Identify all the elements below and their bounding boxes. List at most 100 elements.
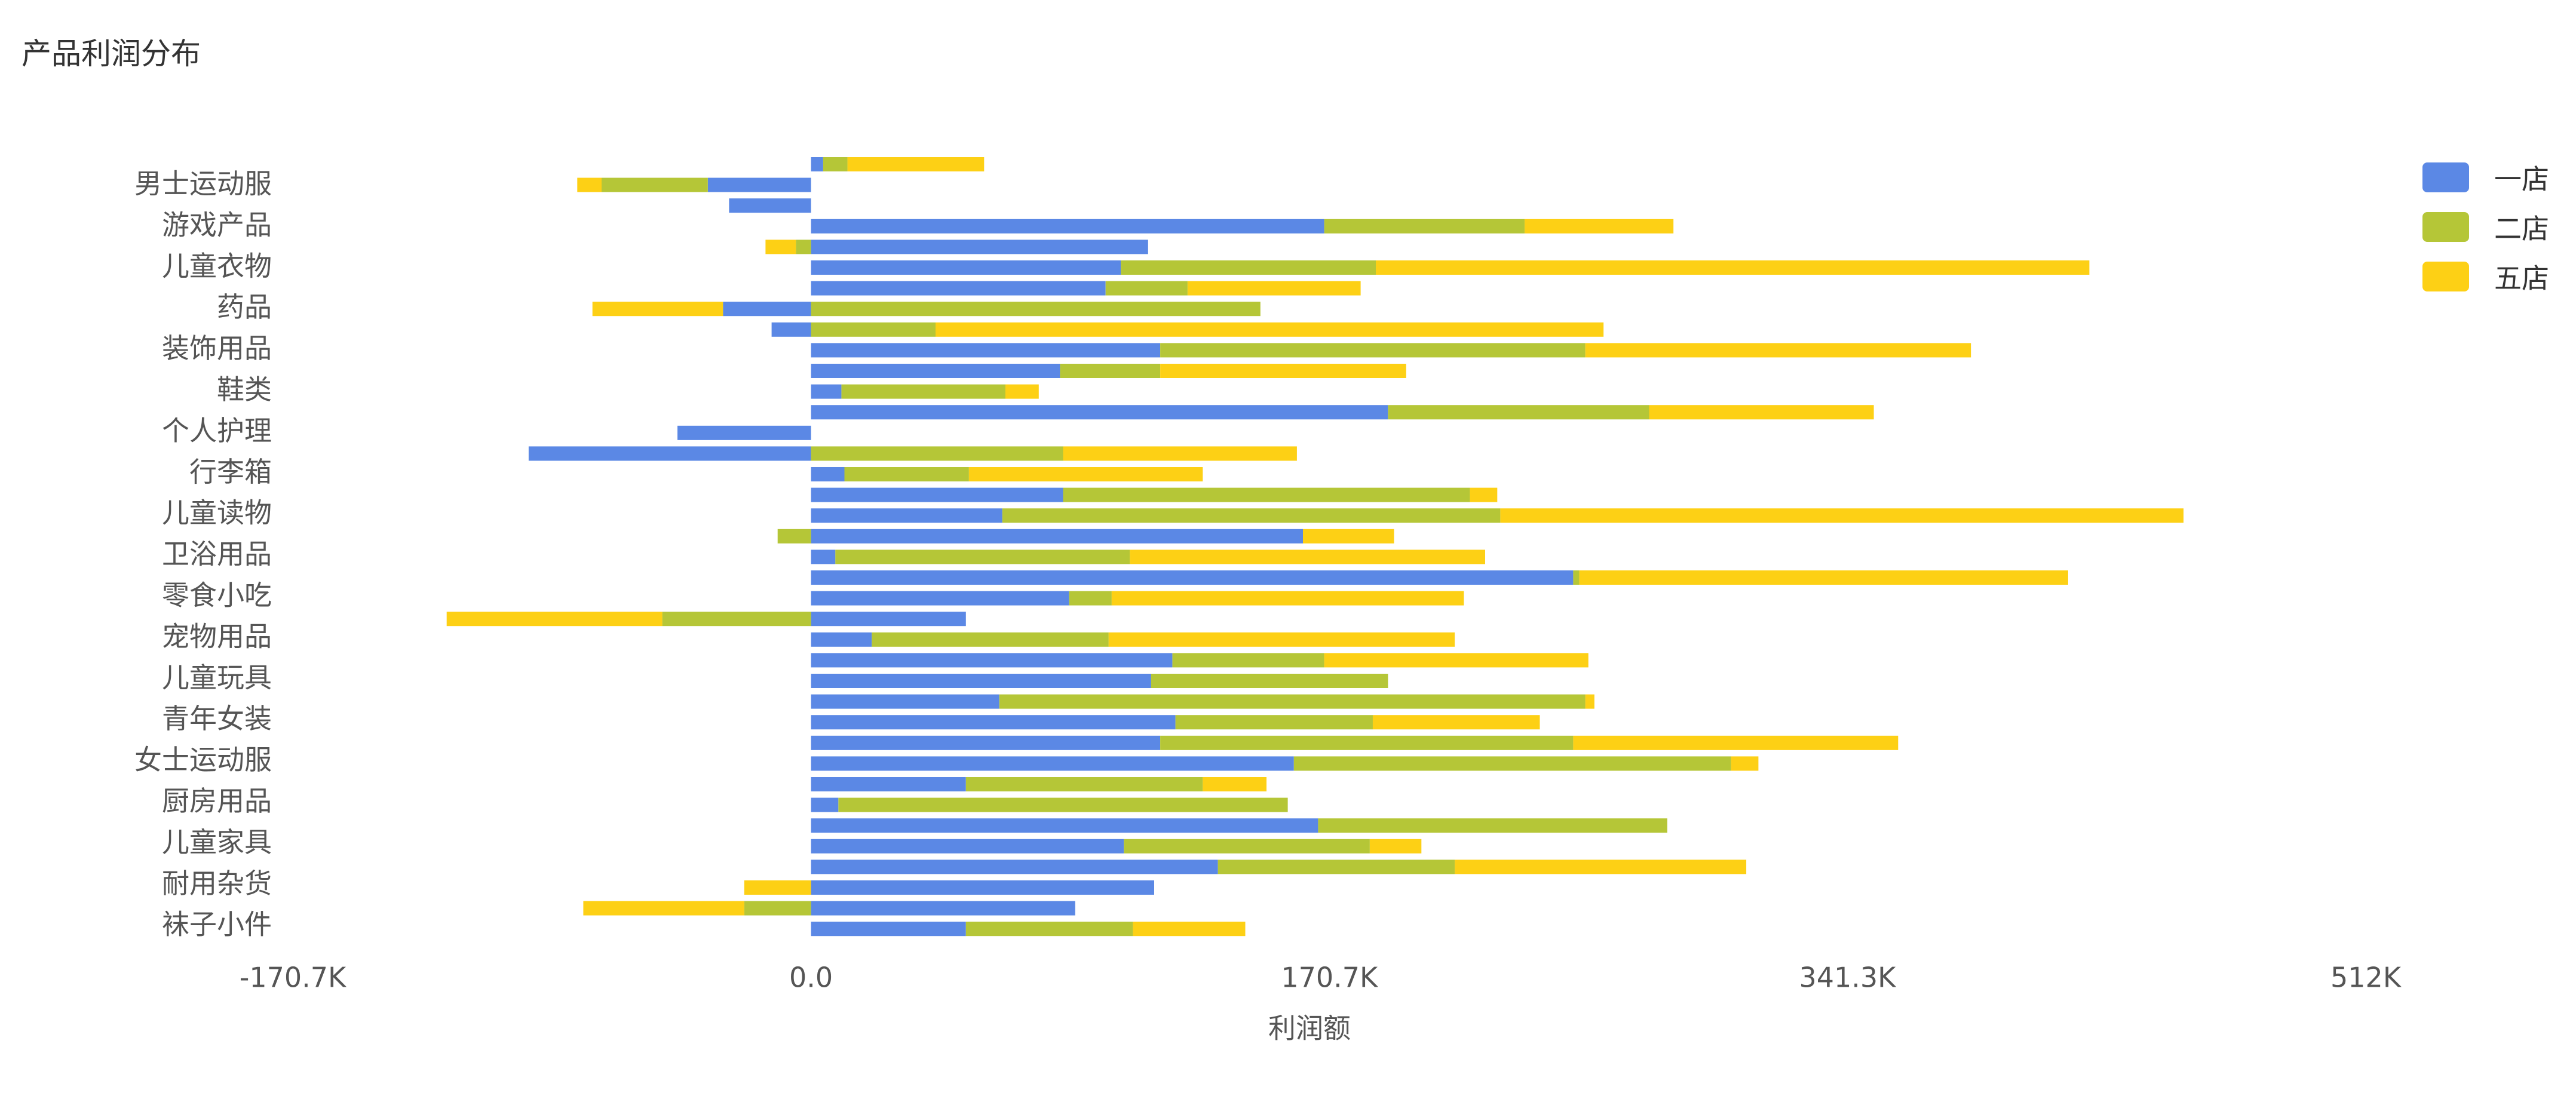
- bar-二店-7: [811, 302, 1261, 317]
- bar-二店-30: [965, 777, 1203, 791]
- bar-二店-15: [844, 467, 969, 481]
- bar-一店-21: [811, 591, 1069, 606]
- x-tick-label: 170.7K: [1281, 962, 1379, 994]
- bar-一店-24: [811, 653, 1173, 668]
- bar-五店-17: [1500, 508, 2184, 523]
- bar-五店-16: [1470, 487, 1498, 502]
- bar-二店-32: [1318, 818, 1667, 833]
- bar-一店-16: [811, 487, 1063, 502]
- bar-一店-14: [528, 446, 811, 461]
- bar-五店-37: [1133, 922, 1246, 937]
- y-tick-label: 游戏产品: [162, 208, 272, 241]
- bar-一店-35: [811, 880, 1154, 895]
- bar-一店-11: [811, 384, 842, 399]
- y-tick-label: 女士运动服: [134, 744, 272, 776]
- bar-五店-6: [1187, 281, 1361, 296]
- bar-一店-25: [811, 674, 1151, 688]
- bar-一店-5: [811, 260, 1121, 275]
- bar-一店-12: [811, 405, 1388, 420]
- bar-一店-29: [811, 756, 1294, 771]
- bar-二店-23: [872, 632, 1109, 647]
- bar-五店-33: [1369, 839, 1422, 854]
- bar-五店-7: [592, 302, 723, 317]
- bar-五店-15: [968, 467, 1203, 481]
- bar-一店-8: [771, 322, 811, 337]
- y-tick-label: 行李箱: [189, 456, 272, 488]
- bar-二店-4: [796, 240, 811, 254]
- legend-item[interactable]: 五店: [2422, 260, 2549, 294]
- bar-一店-27: [811, 715, 1176, 730]
- legend-item[interactable]: 一店: [2422, 161, 2549, 195]
- bar-一店-19: [811, 550, 836, 564]
- y-tick-label: 卫浴用品: [162, 538, 272, 570]
- y-axis-labels: 男士运动服游戏产品儿童衣物药品装饰用品鞋类个人护理行李箱儿童读物卫浴用品零食小吃…: [134, 168, 272, 941]
- bar-二店-31: [838, 797, 1288, 812]
- bar-二店-10: [1060, 364, 1161, 378]
- bar-一店-13: [677, 425, 811, 440]
- bar-五店-1: [577, 177, 602, 192]
- bar-一店-22: [811, 612, 966, 627]
- bar-二店-11: [841, 384, 1005, 399]
- y-tick-label: 个人护理: [162, 415, 272, 447]
- legend-label: 一店: [2494, 163, 2549, 195]
- legend-swatch: [2422, 162, 2469, 192]
- bar-二店-6: [1105, 281, 1188, 296]
- bar-一店-6: [811, 281, 1106, 296]
- bar-五店-24: [1324, 653, 1588, 668]
- y-tick-label: 装饰用品: [162, 332, 272, 364]
- bar-二店-27: [1175, 715, 1373, 730]
- bar-一店-26: [811, 694, 999, 709]
- legend-label: 二店: [2494, 213, 2549, 245]
- bar-二店-24: [1172, 653, 1324, 668]
- bar-五店-9: [1585, 343, 1971, 358]
- bar-一店-33: [811, 839, 1124, 854]
- bar-五店-5: [1376, 260, 2090, 275]
- bar-二店-17: [1002, 508, 1501, 523]
- bar-二店-0: [823, 157, 848, 171]
- bar-一店-36: [811, 901, 1075, 916]
- bar-五店-29: [1731, 756, 1759, 771]
- bar-五店-18: [1303, 529, 1394, 544]
- bar-五店-4: [765, 240, 796, 254]
- bar-五店-36: [583, 901, 744, 916]
- y-tick-label: 儿童读物: [162, 497, 272, 529]
- x-tick-label: -170.7K: [240, 962, 347, 994]
- bar-一店-28: [811, 735, 1161, 750]
- y-tick-label: 药品: [217, 291, 272, 323]
- legend: 一店二店五店: [2422, 161, 2549, 310]
- bar-五店-35: [744, 880, 811, 895]
- bar-一店-23: [811, 632, 872, 647]
- bar-五店-12: [1649, 405, 1874, 420]
- y-tick-label: 宠物用品: [162, 620, 272, 652]
- bar-一店-4: [811, 240, 1148, 254]
- y-tick-label: 男士运动服: [134, 168, 272, 200]
- bar-二店-21: [1069, 591, 1112, 606]
- bar-二店-34: [1218, 859, 1455, 874]
- bar-一店-9: [811, 343, 1161, 358]
- y-tick-label: 袜子小件: [162, 908, 272, 941]
- y-tick-label: 耐用杂货: [162, 867, 272, 900]
- bar-一店-3: [811, 219, 1324, 234]
- bar-一店-0: [811, 157, 823, 171]
- bar-一店-15: [811, 467, 845, 481]
- bar-二店-12: [1388, 405, 1649, 420]
- bar-一店-2: [729, 198, 811, 213]
- y-tick-label: 儿童家具: [162, 826, 272, 858]
- bar-五店-27: [1372, 715, 1540, 730]
- legend-item[interactable]: 二店: [2422, 211, 2549, 245]
- bar-五店-26: [1585, 694, 1594, 709]
- bar-二店-9: [1160, 343, 1586, 358]
- bar-五店-8: [936, 322, 1604, 337]
- x-axis-title: 利润额: [1268, 1012, 1351, 1045]
- bar-二店-25: [1151, 674, 1388, 688]
- bar-二店-19: [835, 550, 1130, 564]
- x-tick-label: 0.0: [789, 962, 833, 994]
- bar-一店-30: [811, 777, 966, 791]
- bar-一店-18: [811, 529, 1303, 544]
- legend-swatch: [2422, 262, 2469, 291]
- bar-二店-14: [811, 446, 1063, 461]
- y-tick-label: 零食小吃: [162, 579, 272, 612]
- bar-一店-37: [811, 922, 966, 937]
- bar-二店-36: [744, 901, 811, 916]
